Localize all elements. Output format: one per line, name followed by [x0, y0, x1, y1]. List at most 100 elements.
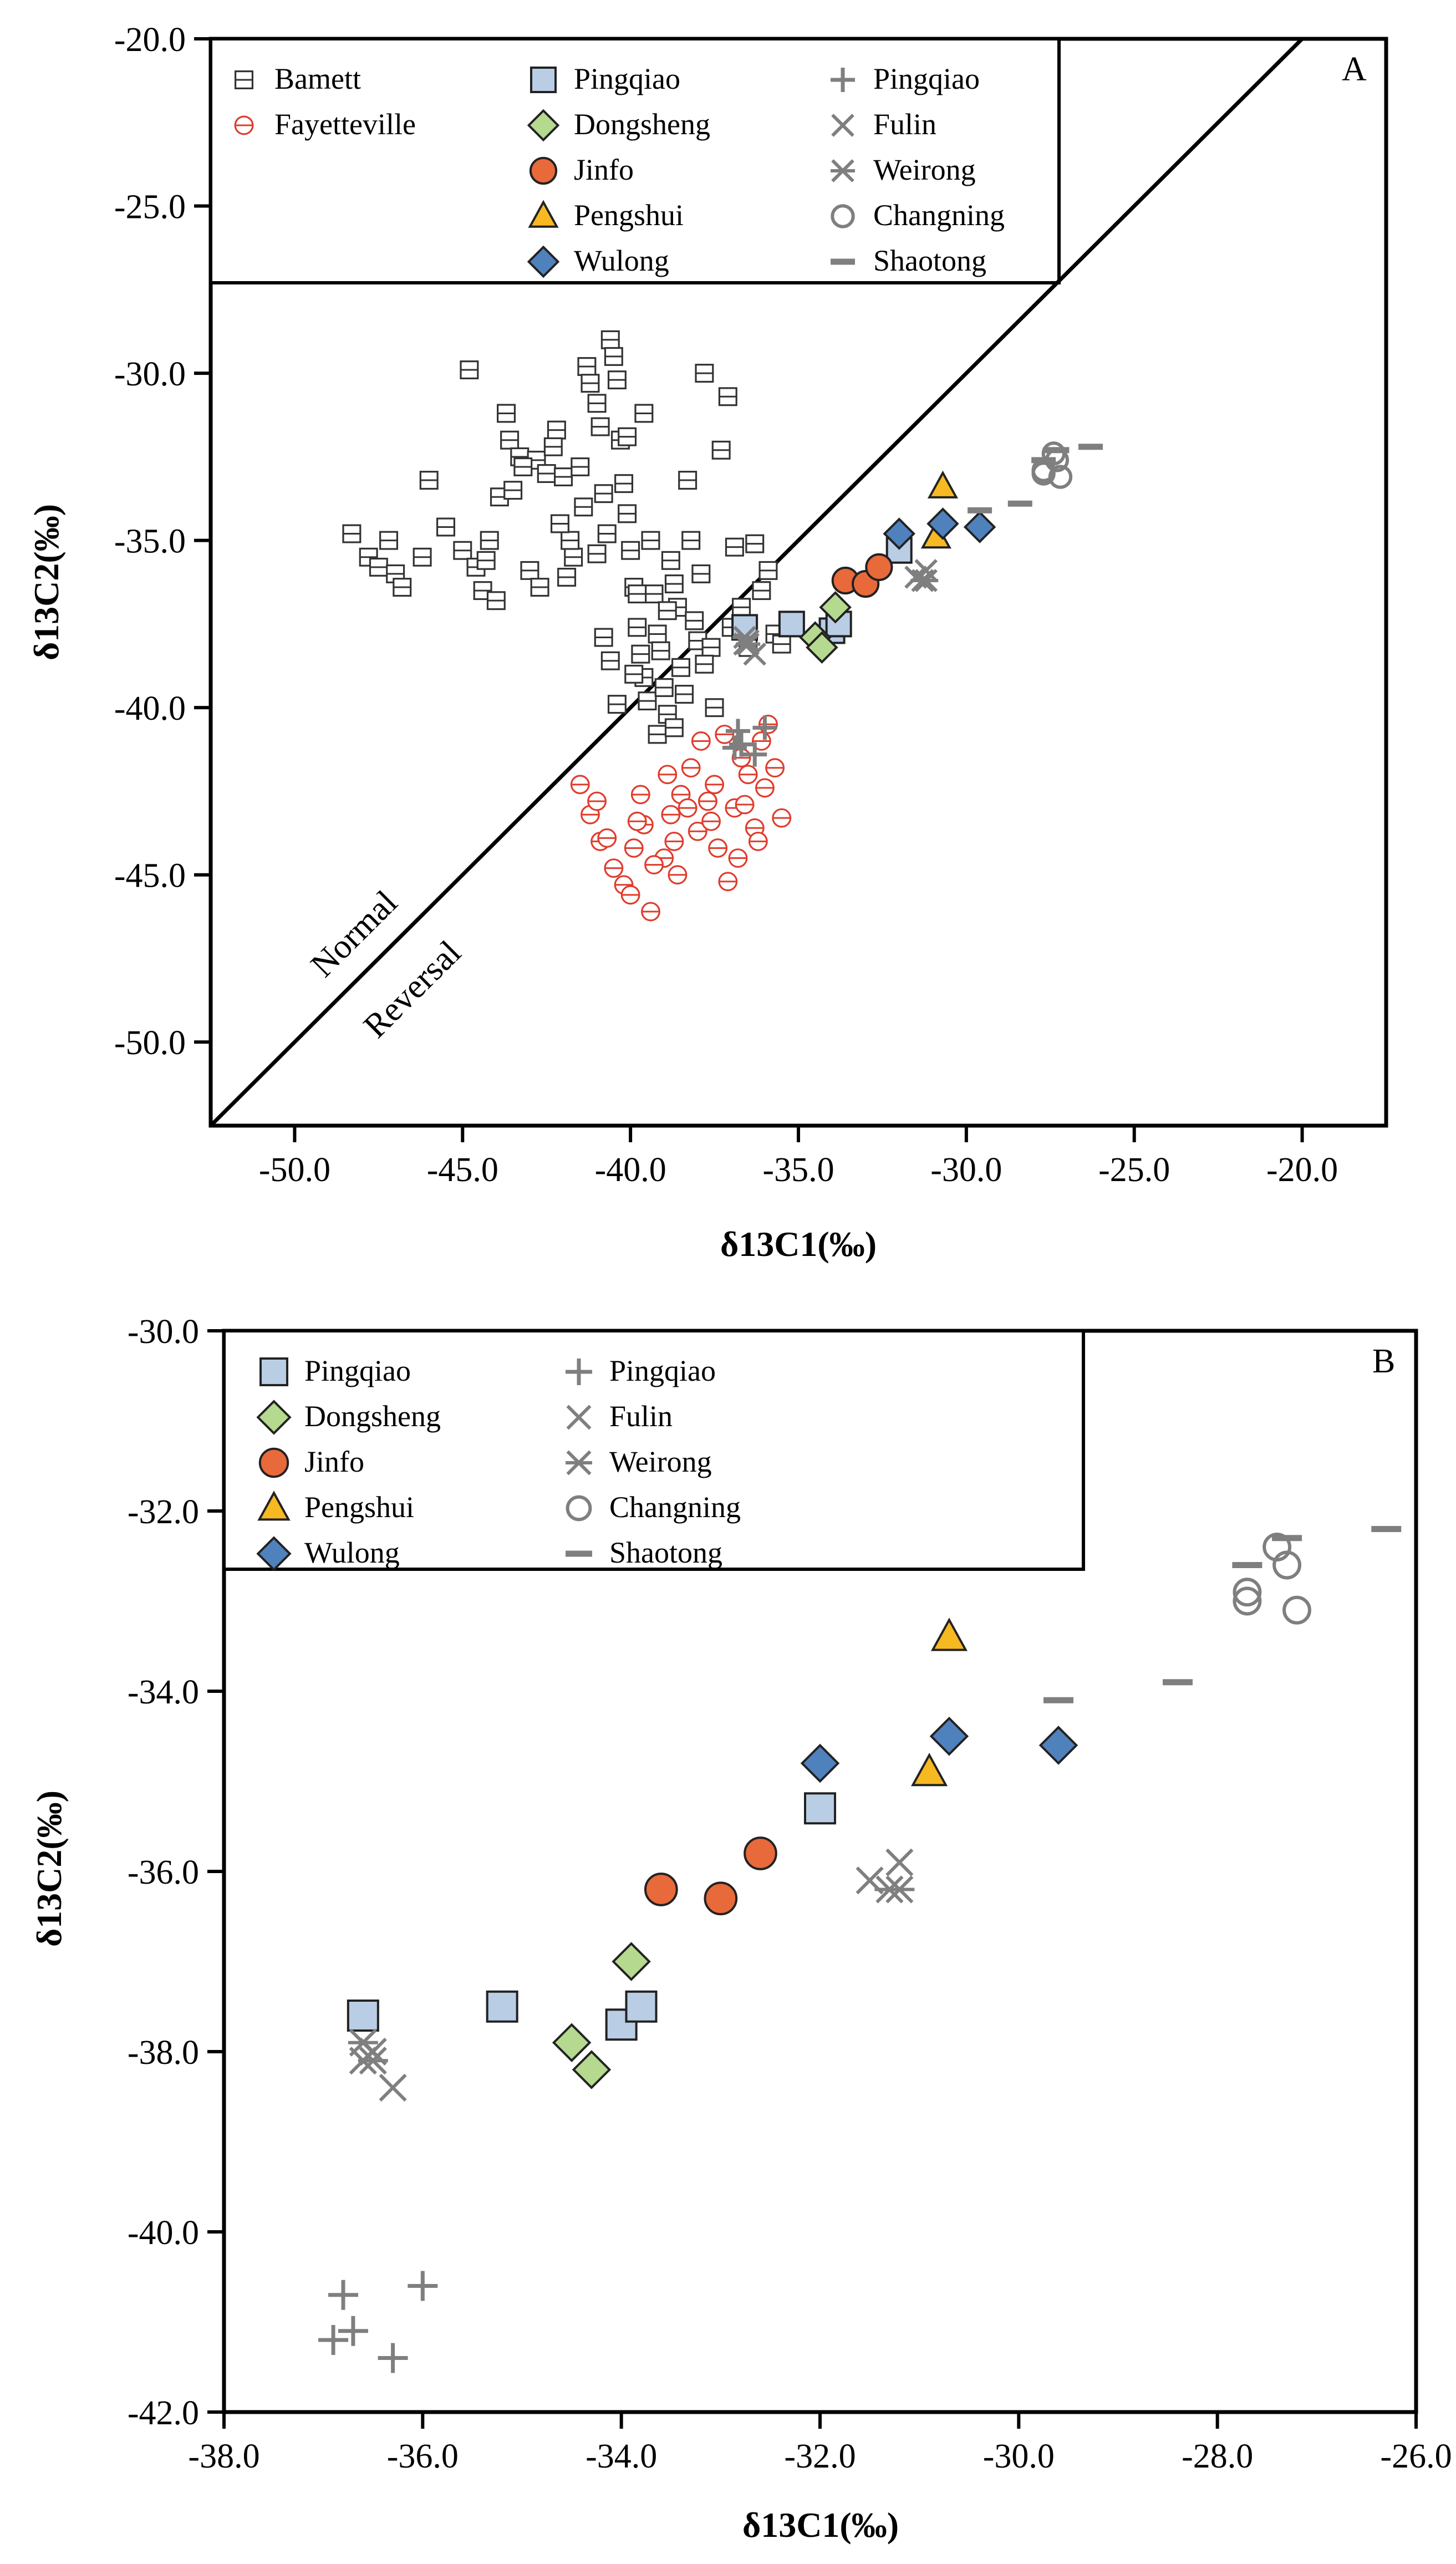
data-point — [685, 611, 704, 630]
y-tick-label: -20.0 — [114, 21, 186, 59]
data-point — [564, 547, 583, 567]
data-point — [743, 642, 767, 666]
legend-label-pengshui: Pengshui — [304, 1490, 414, 1524]
data-point — [550, 514, 569, 533]
x-tick-label: -34.0 — [586, 2438, 657, 2475]
data-point — [379, 531, 399, 550]
data-point — [369, 557, 388, 577]
panel-b-y-ticks: -30.0 -32.0 -34.0 -36.0 -38.0 -40.0 -42.0 — [128, 1313, 224, 2432]
legend-marker-weirong — [831, 159, 855, 182]
data-point — [929, 1717, 969, 1756]
data-point — [1048, 465, 1073, 489]
data-point — [648, 725, 667, 744]
data-point — [691, 564, 711, 583]
data-point — [486, 1990, 518, 2023]
legend-marker-fayetteville — [234, 115, 254, 135]
data-point — [728, 848, 748, 868]
data-point — [419, 471, 439, 490]
legend-box — [209, 37, 1061, 284]
data-point — [705, 698, 724, 718]
y-tick-label: -50.0 — [114, 1024, 186, 1062]
legend-marker-fulin — [831, 114, 854, 137]
data-point — [453, 541, 472, 560]
data-point — [806, 631, 838, 664]
legend-label-pengshui: Pengshui — [574, 199, 684, 232]
legend-marker-pingqiao — [530, 67, 557, 93]
data-point — [772, 808, 792, 828]
legend-label-changning: Changning — [873, 199, 1005, 232]
legend-label-weirong: Weirong — [873, 153, 976, 186]
data-point — [328, 2280, 358, 2310]
data-point — [553, 467, 573, 487]
data-point — [704, 1881, 738, 1916]
legend-label-shaotong: Shaotong — [609, 1536, 722, 1569]
data-point — [681, 758, 701, 778]
data-point — [745, 534, 765, 553]
legend-label-wulong: Wulong — [304, 1536, 400, 1569]
data-point — [732, 598, 751, 617]
panel-a-y-ticks: -20.0 -25.0 -30.0 -35.0 -40.0 -45.0 -50.0 — [114, 21, 211, 1062]
data-point — [744, 1836, 777, 1870]
series-fayetteville — [570, 714, 792, 922]
data-point — [348, 2028, 378, 2057]
data-point — [778, 611, 805, 638]
data-point — [503, 481, 523, 500]
y-tick-label: -25.0 — [114, 189, 186, 226]
data-point — [664, 831, 684, 851]
data-point — [651, 641, 670, 660]
reversal-region-label: Reversal — [357, 934, 469, 1045]
data-point — [530, 578, 549, 597]
data-point — [748, 831, 768, 851]
legend-marker-weirong — [566, 1450, 592, 1476]
data-point — [648, 624, 667, 644]
x-tick-label: -32.0 — [784, 2438, 856, 2475]
data-point — [638, 691, 657, 711]
data-point — [658, 601, 677, 620]
data-point — [460, 360, 479, 380]
data-point — [618, 427, 637, 446]
data-point — [621, 541, 640, 560]
data-point — [641, 902, 660, 922]
data-point — [885, 1848, 914, 1876]
data-point — [772, 634, 791, 654]
data-point — [701, 638, 721, 657]
series-pingqiao — [318, 2271, 438, 2373]
legend-label-pingqiao: Pingqiao — [574, 62, 680, 95]
legend-marker-changning — [566, 1495, 592, 1522]
data-point — [547, 420, 566, 440]
data-point — [571, 457, 590, 476]
legend-label-dongsheng: Dongsheng — [304, 1400, 441, 1433]
data-point — [537, 464, 556, 483]
data-point — [765, 758, 785, 778]
data-point — [725, 719, 750, 744]
panelB-plot-area — [318, 1526, 1402, 2373]
data-point — [628, 618, 647, 637]
legend-label-jinfo: Jinfo — [574, 153, 634, 186]
data-point — [612, 1942, 651, 1981]
y-tick-label: -40.0 — [128, 2214, 199, 2252]
data-point — [865, 553, 893, 581]
panel-a-letter: A — [1342, 50, 1367, 88]
data-point — [543, 437, 563, 456]
legend-label-weirong: Weirong — [609, 1445, 712, 1478]
y-tick-label: -40.0 — [114, 690, 186, 728]
data-point — [600, 651, 620, 670]
legend-marker-jinfo — [529, 156, 558, 185]
data-point — [758, 561, 778, 580]
data-point — [758, 714, 778, 734]
y-tick-label: -42.0 — [128, 2394, 199, 2432]
data-point — [738, 765, 758, 785]
data-point — [574, 497, 593, 517]
data-point — [393, 578, 412, 597]
legend-marker-pengshui — [257, 1490, 291, 1521]
y-tick-label: -45.0 — [114, 857, 186, 895]
data-point — [800, 1743, 840, 1783]
legend-label-shaotong: Shaotong — [873, 244, 986, 277]
data-point — [408, 2271, 438, 2301]
data-point — [587, 394, 607, 413]
x-tick-label: -25.0 — [1098, 1151, 1170, 1189]
panel-a: Bamett Pingqiao Pingqiao Fayetteville Dongsh… — [27, 21, 1388, 1264]
data-point — [963, 511, 996, 543]
data-point — [688, 821, 707, 841]
data-point — [675, 685, 694, 704]
